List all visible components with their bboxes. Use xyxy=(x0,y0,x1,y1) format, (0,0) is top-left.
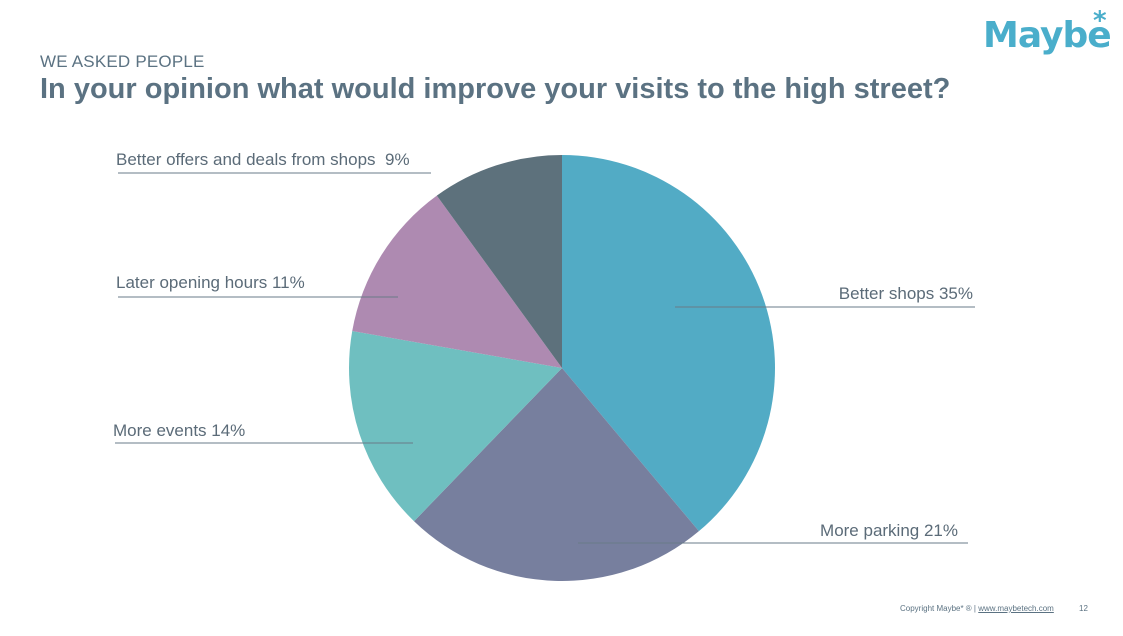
slice-label: More events 14% xyxy=(113,421,245,440)
pie-slice-better-offers-and-deals-from-shops xyxy=(436,155,562,368)
pie-slice-more-events xyxy=(349,331,562,522)
pie-chart: Better shops 35% More parking 21% More eve… xyxy=(113,150,975,581)
slice-label: Better offers and deals from shops 9% xyxy=(116,150,410,169)
footer-website-link[interactable]: www.maybetech.com xyxy=(978,604,1054,613)
pie-slice-later-opening-hours xyxy=(352,195,562,368)
logo-wordmark: Maybe xyxy=(983,15,1112,56)
page-title: In your opinion what would improve your … xyxy=(40,73,951,105)
page-number: 12 xyxy=(1079,604,1088,613)
page-subtitle: WE ASKED PEOPLE xyxy=(40,52,205,71)
slice-label: Later opening hours 11% xyxy=(116,273,305,292)
slice-label: Better shops 35% xyxy=(839,284,973,303)
logo-star-icon: * xyxy=(1093,6,1107,36)
pie-slice-more-parking xyxy=(414,368,699,581)
copyright-text: Copyright Maybe* ® | xyxy=(900,604,979,613)
slice-label: More parking 21% xyxy=(820,521,958,540)
footer-copyright: Copyright Maybe* ® | www.maybetech.com xyxy=(900,604,1054,613)
pie-slice-better-shops xyxy=(562,155,775,532)
maybe-logo: Maybe * xyxy=(983,6,1118,70)
